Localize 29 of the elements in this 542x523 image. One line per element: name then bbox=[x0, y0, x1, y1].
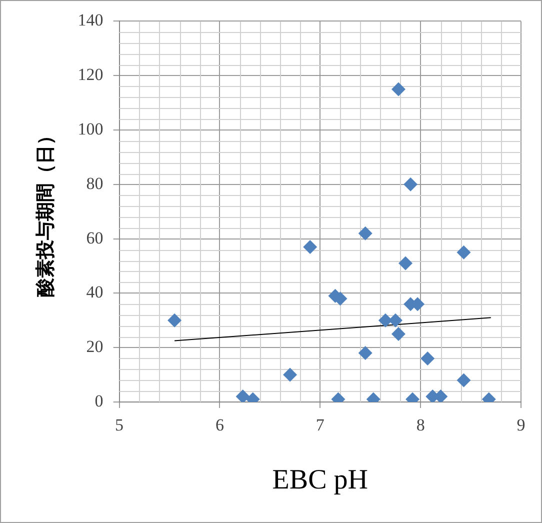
point bbox=[420, 351, 435, 366]
point bbox=[456, 373, 471, 388]
y-axis-title: 酸素投与期間（日） bbox=[34, 126, 56, 298]
point bbox=[404, 177, 418, 192]
y-tick-label: 60 bbox=[86, 228, 104, 248]
x-tick-label: 8 bbox=[416, 416, 425, 435]
point bbox=[398, 256, 413, 270]
y-tick-label: 20 bbox=[86, 337, 104, 356]
point bbox=[391, 82, 406, 96]
x-tick-label: 5 bbox=[115, 416, 124, 435]
point bbox=[303, 240, 318, 254]
y-tick-label: 120 bbox=[78, 65, 104, 84]
y-tick-label: 80 bbox=[86, 174, 104, 193]
y-tick-label: 40 bbox=[86, 282, 104, 302]
point bbox=[168, 313, 182, 328]
point bbox=[378, 313, 392, 328]
x-axis-title: EBC pH bbox=[272, 464, 368, 496]
y-tick-label: 140 bbox=[78, 10, 104, 30]
y-tick-label: 100 bbox=[78, 119, 104, 138]
point bbox=[283, 368, 298, 382]
point bbox=[456, 245, 471, 260]
x-tick-label: 9 bbox=[516, 416, 526, 435]
x-tick-label: 6 bbox=[215, 416, 224, 435]
point bbox=[391, 327, 406, 341]
point bbox=[358, 346, 372, 360]
point bbox=[236, 390, 250, 402]
point bbox=[358, 226, 372, 240]
y-tick-label: 0 bbox=[94, 391, 104, 410]
x-tick-label: 7 bbox=[316, 416, 325, 435]
